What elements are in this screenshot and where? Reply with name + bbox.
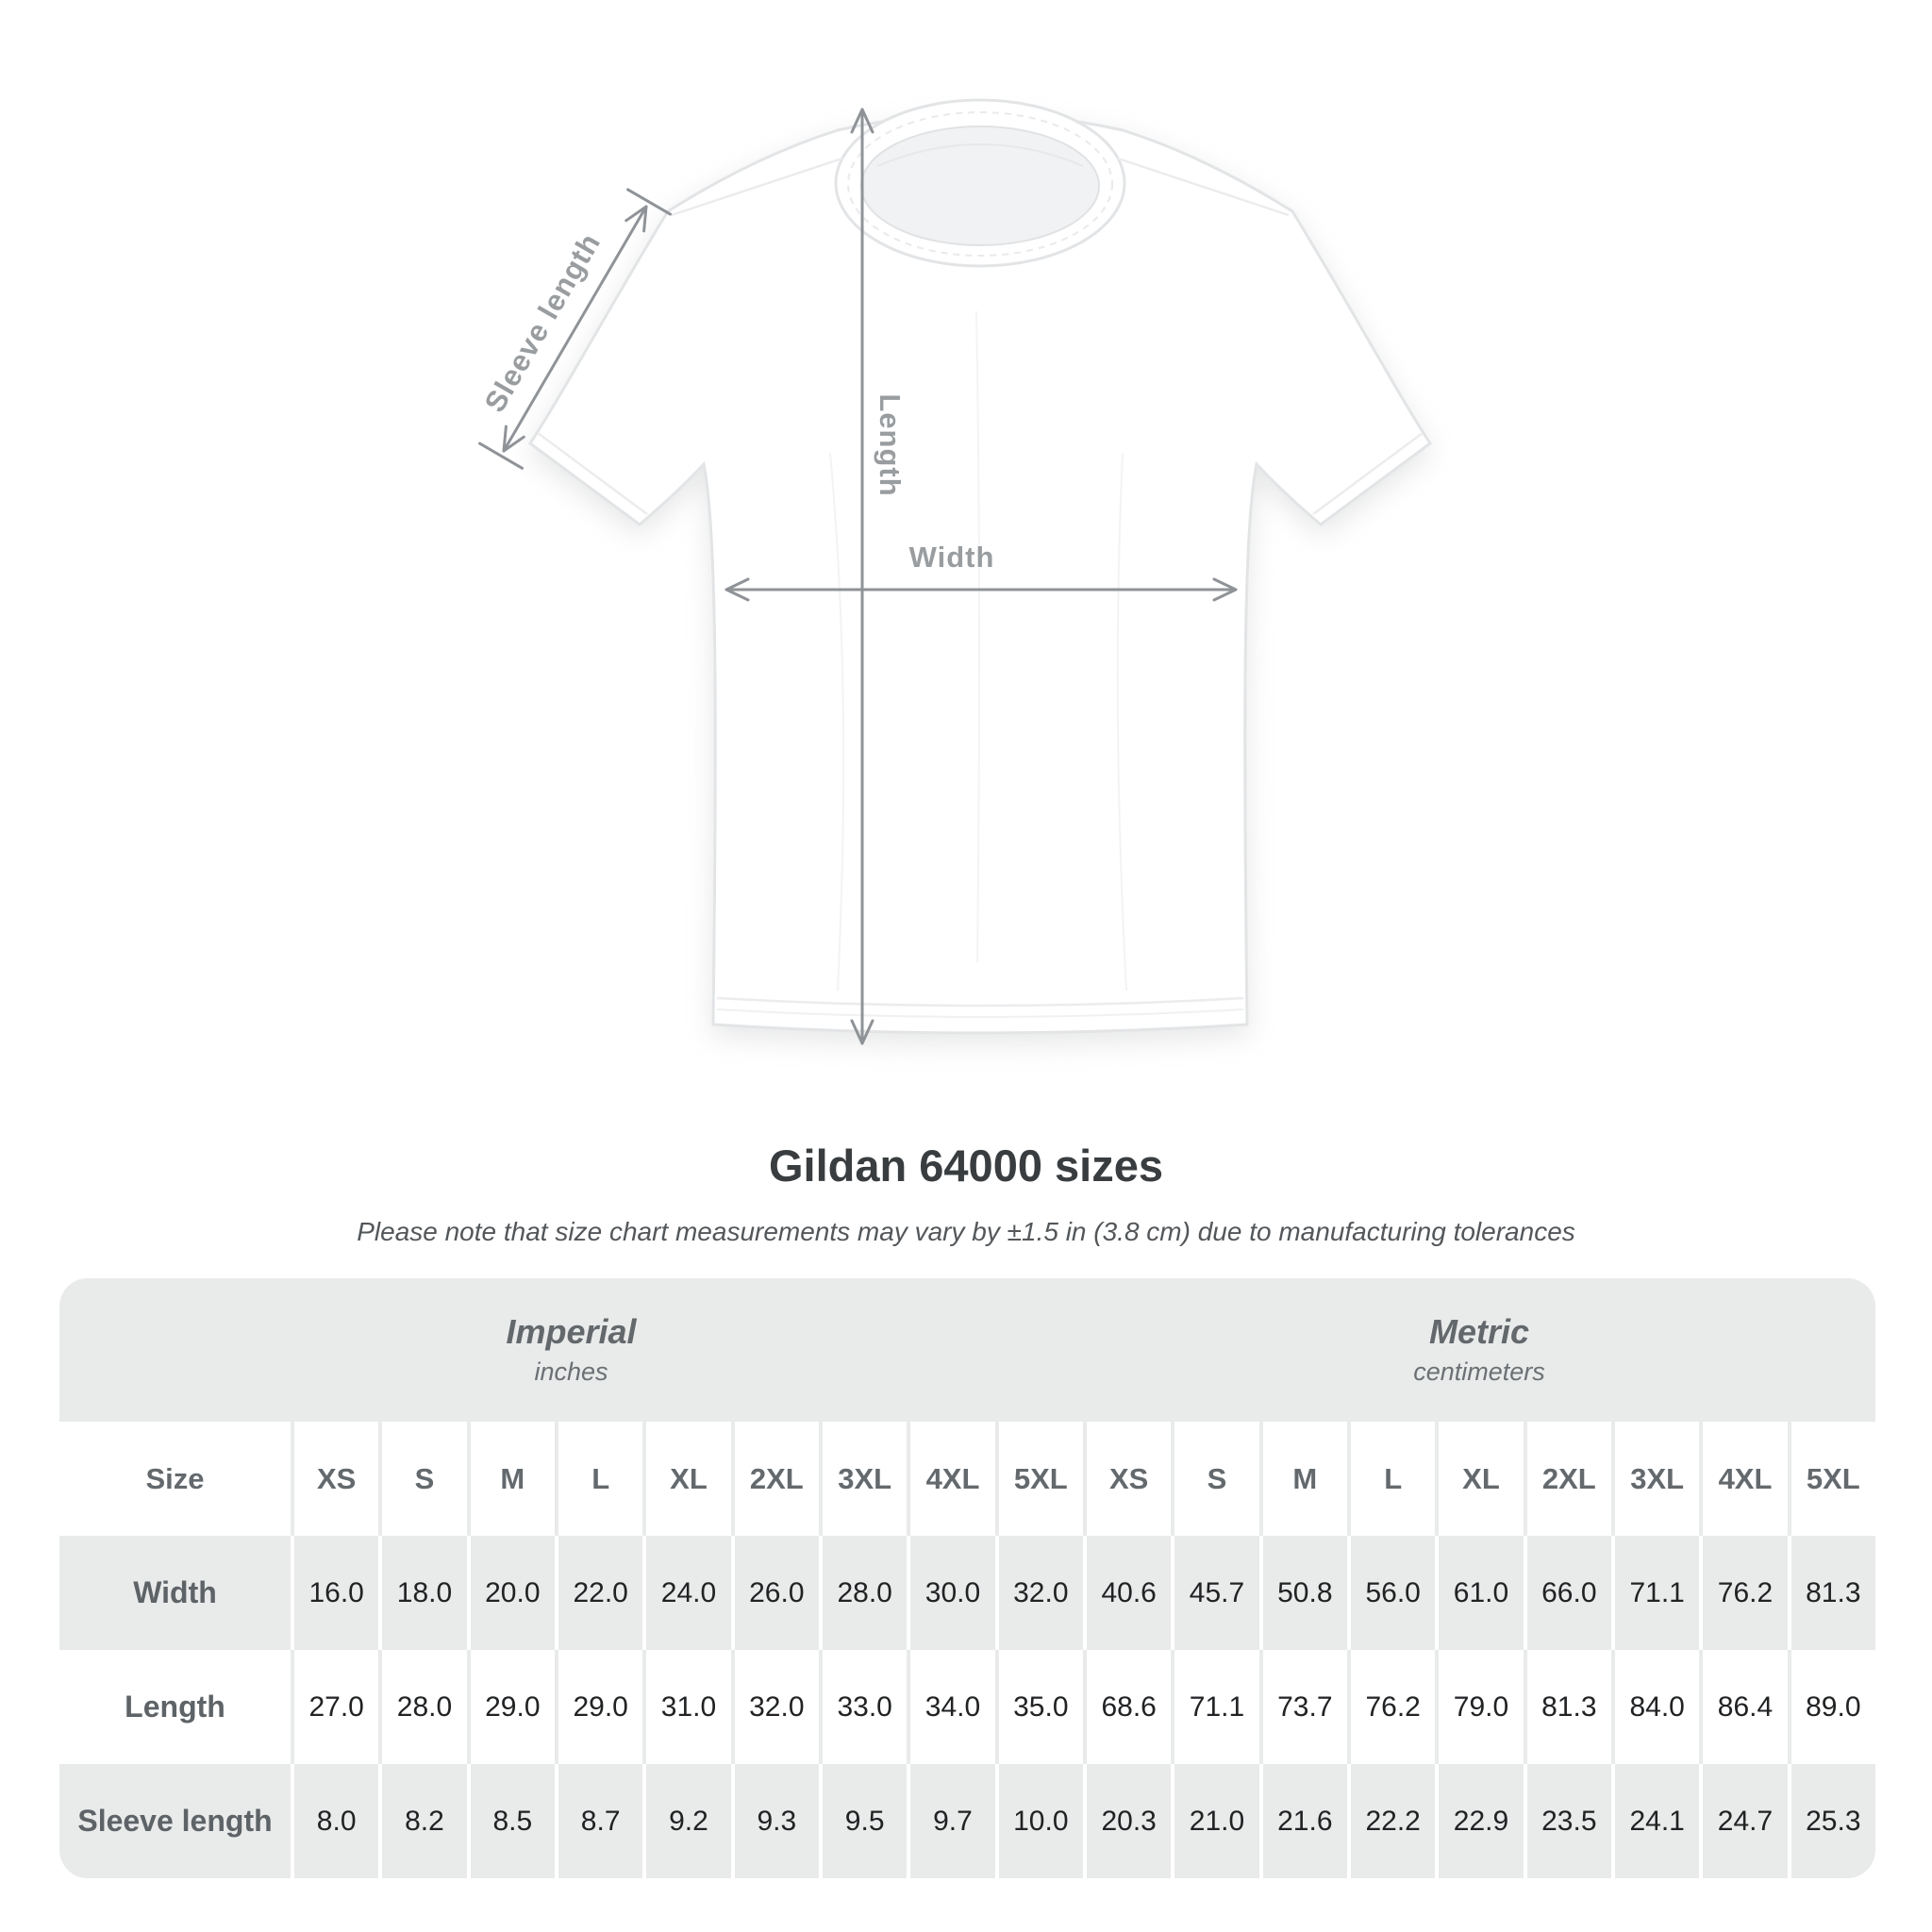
- value-cell: 81.3: [1523, 1650, 1611, 1764]
- sleeve-dimension-tick-bottom: [478, 441, 524, 470]
- value-cell: 25.3: [1787, 1764, 1875, 1878]
- value-cell: 71.1: [1611, 1536, 1700, 1650]
- size-col-header-2xl: 2XL: [1523, 1422, 1611, 1536]
- value-cell: 28.0: [378, 1650, 467, 1764]
- value-cell: 73.7: [1258, 1650, 1347, 1764]
- value-cell: 8.2: [378, 1764, 467, 1878]
- metric-group-header: Metric centimeters: [1083, 1278, 1875, 1422]
- imperial-group-unit: inches: [534, 1357, 608, 1386]
- value-cell: 21.0: [1171, 1764, 1259, 1878]
- row-label: Sleeve length: [59, 1764, 291, 1878]
- metric-group-name: Metric: [1428, 1312, 1530, 1351]
- size-col-header-s: S: [1171, 1422, 1259, 1536]
- size-col-header-xs: XS: [291, 1422, 379, 1536]
- value-cell: 68.6: [1083, 1650, 1172, 1764]
- value-cell: 24.1: [1611, 1764, 1700, 1878]
- imperial-group-name: Imperial: [506, 1312, 637, 1351]
- value-cell: 21.6: [1258, 1764, 1347, 1878]
- size-col-header-2xl: 2XL: [730, 1422, 819, 1536]
- value-cell: 45.7: [1171, 1536, 1259, 1650]
- value-cell: 30.0: [907, 1536, 995, 1650]
- value-cell: 9.5: [819, 1764, 908, 1878]
- value-cell: 22.2: [1347, 1764, 1436, 1878]
- size-col-header-5xl: 5XL: [1787, 1422, 1875, 1536]
- value-cell: 81.3: [1787, 1536, 1875, 1650]
- value-cell: 9.3: [730, 1764, 819, 1878]
- value-cell: 84.0: [1611, 1650, 1700, 1764]
- imperial-group-header: Imperial inches: [59, 1278, 1083, 1422]
- value-cell: 71.1: [1171, 1650, 1259, 1764]
- value-cell: 9.7: [907, 1764, 995, 1878]
- length-label: Length: [874, 393, 907, 496]
- tolerance-note: Please note that size chart measurements…: [357, 1217, 1575, 1246]
- length-dimension: Length: [850, 108, 907, 1045]
- size-col-header-xs: XS: [1083, 1422, 1172, 1536]
- value-cell: 18.0: [378, 1536, 467, 1650]
- value-cell: 27.0: [291, 1650, 379, 1764]
- value-cell: 22.0: [555, 1536, 643, 1650]
- size-col-header-l: L: [1347, 1422, 1436, 1536]
- value-cell: 9.2: [642, 1764, 731, 1878]
- value-cell: 31.0: [642, 1650, 731, 1764]
- tshirt-diagram: Sleeve length Length Width: [478, 98, 1433, 1045]
- value-cell: 16.0: [291, 1536, 379, 1650]
- value-cell: 32.0: [730, 1650, 819, 1764]
- value-cell: 35.0: [994, 1650, 1083, 1764]
- value-cell: 34.0: [907, 1650, 995, 1764]
- value-cell: 89.0: [1787, 1650, 1875, 1764]
- size-col-header-xl: XL: [1435, 1422, 1524, 1536]
- size-col-header-5xl: 5XL: [994, 1422, 1083, 1536]
- size-corner-label: Size: [59, 1422, 291, 1536]
- row-label: Width: [59, 1536, 291, 1650]
- value-cell: 26.0: [730, 1536, 819, 1650]
- value-cell: 76.2: [1699, 1536, 1788, 1650]
- page-title: Gildan 64000 sizes: [768, 1141, 1164, 1191]
- value-cell: 56.0: [1347, 1536, 1436, 1650]
- value-cell: 8.7: [555, 1764, 643, 1878]
- value-cell: 79.0: [1435, 1650, 1524, 1764]
- value-cell: 86.4: [1699, 1650, 1788, 1764]
- size-col-header-m: M: [1258, 1422, 1347, 1536]
- value-cell: 50.8: [1258, 1536, 1347, 1650]
- value-cell: 20.0: [466, 1536, 555, 1650]
- size-table: Imperial inches Metric centimeters Size X…: [59, 1278, 1875, 1878]
- value-cell: 40.6: [1083, 1536, 1172, 1650]
- value-cell: 8.5: [466, 1764, 555, 1878]
- row-label: Length: [59, 1650, 291, 1764]
- value-cell: 28.0: [819, 1536, 908, 1650]
- value-cell: 29.0: [466, 1650, 555, 1764]
- value-cell: 24.0: [642, 1536, 731, 1650]
- value-cell: 24.7: [1699, 1764, 1788, 1878]
- collar-stitch: [847, 111, 1113, 257]
- value-cell: 66.0: [1523, 1536, 1611, 1650]
- value-cell: 10.0: [994, 1764, 1083, 1878]
- value-cell: 76.2: [1347, 1650, 1436, 1764]
- value-cell: 33.0: [819, 1650, 908, 1764]
- size-col-header-m: M: [466, 1422, 555, 1536]
- size-col-header-s: S: [378, 1422, 467, 1536]
- size-col-header-l: L: [555, 1422, 643, 1536]
- value-cell: 8.0: [291, 1764, 379, 1878]
- value-cell: 32.0: [994, 1536, 1083, 1650]
- width-dimension: Width: [724, 541, 1238, 602]
- width-label: Width: [909, 541, 995, 574]
- value-cell: 20.3: [1083, 1764, 1172, 1878]
- size-col-header-xl: XL: [642, 1422, 731, 1536]
- metric-group-unit: centimeters: [1413, 1357, 1545, 1386]
- size-col-header-3xl: 3XL: [819, 1422, 908, 1536]
- size-col-header-4xl: 4XL: [1699, 1422, 1788, 1536]
- value-cell: 61.0: [1435, 1536, 1524, 1650]
- tshirt-body: [527, 98, 1433, 1035]
- size-col-header-4xl: 4XL: [907, 1422, 995, 1536]
- sleeve-dimension-tick-top: [626, 188, 672, 216]
- value-cell: 29.0: [555, 1650, 643, 1764]
- value-cell: 22.9: [1435, 1764, 1524, 1878]
- size-col-header-3xl: 3XL: [1611, 1422, 1700, 1536]
- value-cell: 23.5: [1523, 1764, 1611, 1878]
